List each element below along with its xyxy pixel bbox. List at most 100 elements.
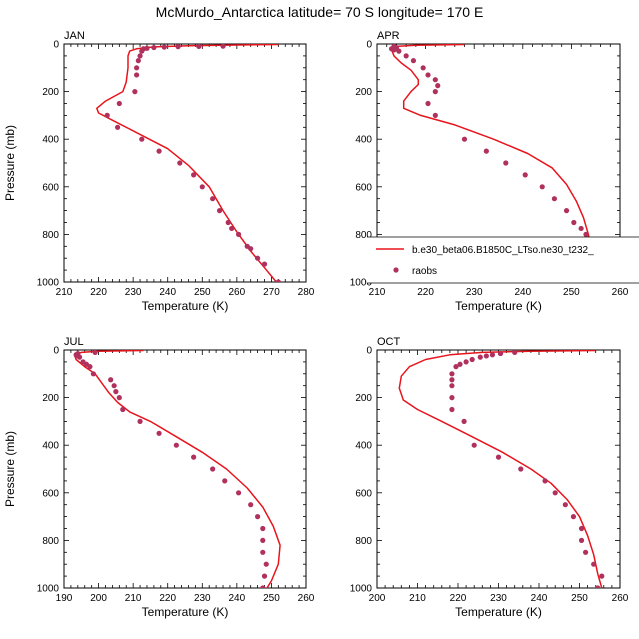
raobs-point	[139, 136, 145, 142]
x-tick-label: 210	[125, 593, 142, 604]
raobs-point	[263, 561, 269, 567]
raobs-point	[539, 184, 545, 190]
raobs-point	[151, 44, 157, 51]
y-tick-label: 200	[42, 87, 59, 98]
x-tick-label: 230	[194, 593, 211, 604]
x-tick-label: 250	[571, 593, 588, 604]
y-tick-label: 800	[355, 230, 372, 241]
x-tick-label: 240	[531, 593, 548, 604]
raobs-point	[137, 53, 143, 59]
raobs-point	[599, 573, 605, 579]
legend-raobs-marker	[393, 267, 399, 273]
raobs-point	[116, 395, 122, 401]
plot-area	[388, 44, 609, 282]
raobs-point	[449, 377, 455, 383]
x-tick-label: 250	[563, 287, 580, 298]
y-tick-label: 200	[355, 87, 372, 98]
raobs-point	[551, 196, 557, 202]
raobs-point	[229, 225, 235, 232]
raobs-point	[591, 561, 597, 567]
raobs-point	[489, 352, 496, 358]
raobs-point	[562, 502, 568, 508]
raobs-point	[420, 65, 426, 71]
y-tick-label: 600	[355, 488, 372, 499]
raobs-point	[261, 261, 268, 267]
legend: b.e30_beta06.B1850C_LTso.ne30_t232_raobs	[367, 236, 639, 284]
y-tick-label: 600	[42, 182, 59, 193]
raobs-point	[570, 514, 577, 520]
panel-jan: JAN 210 220 230 240 250 260 270 280 0 200 400 600 800…	[3, 30, 315, 313]
raobs-point	[483, 148, 489, 154]
legend-model-label: b.e30_beta06.B1850C_LTso.ne30_t232_	[412, 245, 594, 256]
raobs-point	[583, 231, 589, 237]
raobs-point	[449, 406, 455, 413]
panel-label: JUL	[64, 336, 84, 348]
figure-title: McMurdo_Antarctica latitude= 70 S longit…	[156, 4, 484, 20]
raobs-point	[471, 442, 477, 448]
raobs-point	[552, 490, 558, 496]
raobs-point	[578, 525, 585, 532]
raobs-point	[235, 231, 242, 237]
chart-panels: JAN 210 220 230 240 250 260 270 280 0 200 400 600 800…	[3, 30, 639, 619]
raobs-point	[469, 356, 475, 363]
raobs-point	[495, 454, 502, 460]
raobs-point	[104, 112, 110, 118]
raobs-point	[255, 514, 261, 520]
raobs-point	[173, 442, 179, 448]
raobs-point	[522, 172, 528, 178]
raobs-point	[175, 44, 181, 50]
raobs-point	[457, 361, 463, 367]
raobs-point	[260, 525, 266, 532]
raobs-point	[235, 490, 242, 496]
y-tick-label: 400	[355, 441, 372, 452]
panel-jul: JUL 190 200 210 220 230 240 250 260 0 200 400 600 800…	[3, 336, 315, 619]
raobs-point	[453, 364, 459, 370]
x-axis-label: Temperature (K)	[142, 299, 229, 313]
raobs-point	[111, 383, 117, 389]
raobs-point	[225, 219, 231, 226]
x-tick-label: 220	[450, 593, 467, 604]
x-tick-label: 220	[417, 287, 434, 298]
raobs-point	[156, 430, 162, 436]
y-tick-label: 400	[42, 441, 59, 452]
raobs-point	[196, 44, 202, 49]
raobs-point	[578, 537, 585, 544]
raobs-point	[222, 478, 228, 484]
y-tick-label: 800	[42, 536, 59, 547]
x-tick-label: 200	[90, 593, 107, 604]
y-axis-label: Pressure (mb)	[3, 431, 17, 507]
raobs-point	[116, 100, 122, 107]
y-tick-label: 0	[366, 40, 372, 51]
raobs-point	[483, 353, 489, 359]
x-tick-label: 260	[612, 287, 629, 298]
y-tick-label: 200	[42, 393, 59, 404]
raobs-point	[503, 160, 509, 166]
raobs-point	[255, 255, 261, 261]
x-tick-label: 260	[229, 287, 246, 298]
raobs-point	[477, 354, 483, 360]
model-profile-line	[390, 44, 592, 280]
raobs-point	[403, 53, 409, 59]
raobs-point	[542, 478, 548, 484]
x-tick-label: 250	[194, 287, 211, 298]
raobs-point	[248, 246, 254, 252]
y-tick-label: 0	[53, 40, 59, 51]
raobs-point	[135, 58, 141, 64]
y-tick-label: 1000	[37, 584, 60, 595]
x-tick-label: 210	[56, 287, 73, 298]
raobs-point	[210, 196, 216, 202]
raobs-point	[461, 418, 467, 424]
raobs-point	[220, 44, 226, 49]
plot-area	[96, 44, 281, 282]
x-tick-label: 210	[409, 593, 426, 604]
panel-label: OCT	[377, 336, 401, 348]
raobs-point	[449, 383, 455, 389]
x-tick-label: 260	[298, 593, 315, 604]
raobs-point	[134, 65, 140, 71]
raobs-point	[216, 208, 223, 214]
raobs-point	[90, 371, 96, 377]
plot-area	[398, 350, 605, 588]
raobs-point	[260, 585, 266, 588]
plot-area	[73, 350, 281, 588]
raobs-point	[92, 350, 98, 355]
